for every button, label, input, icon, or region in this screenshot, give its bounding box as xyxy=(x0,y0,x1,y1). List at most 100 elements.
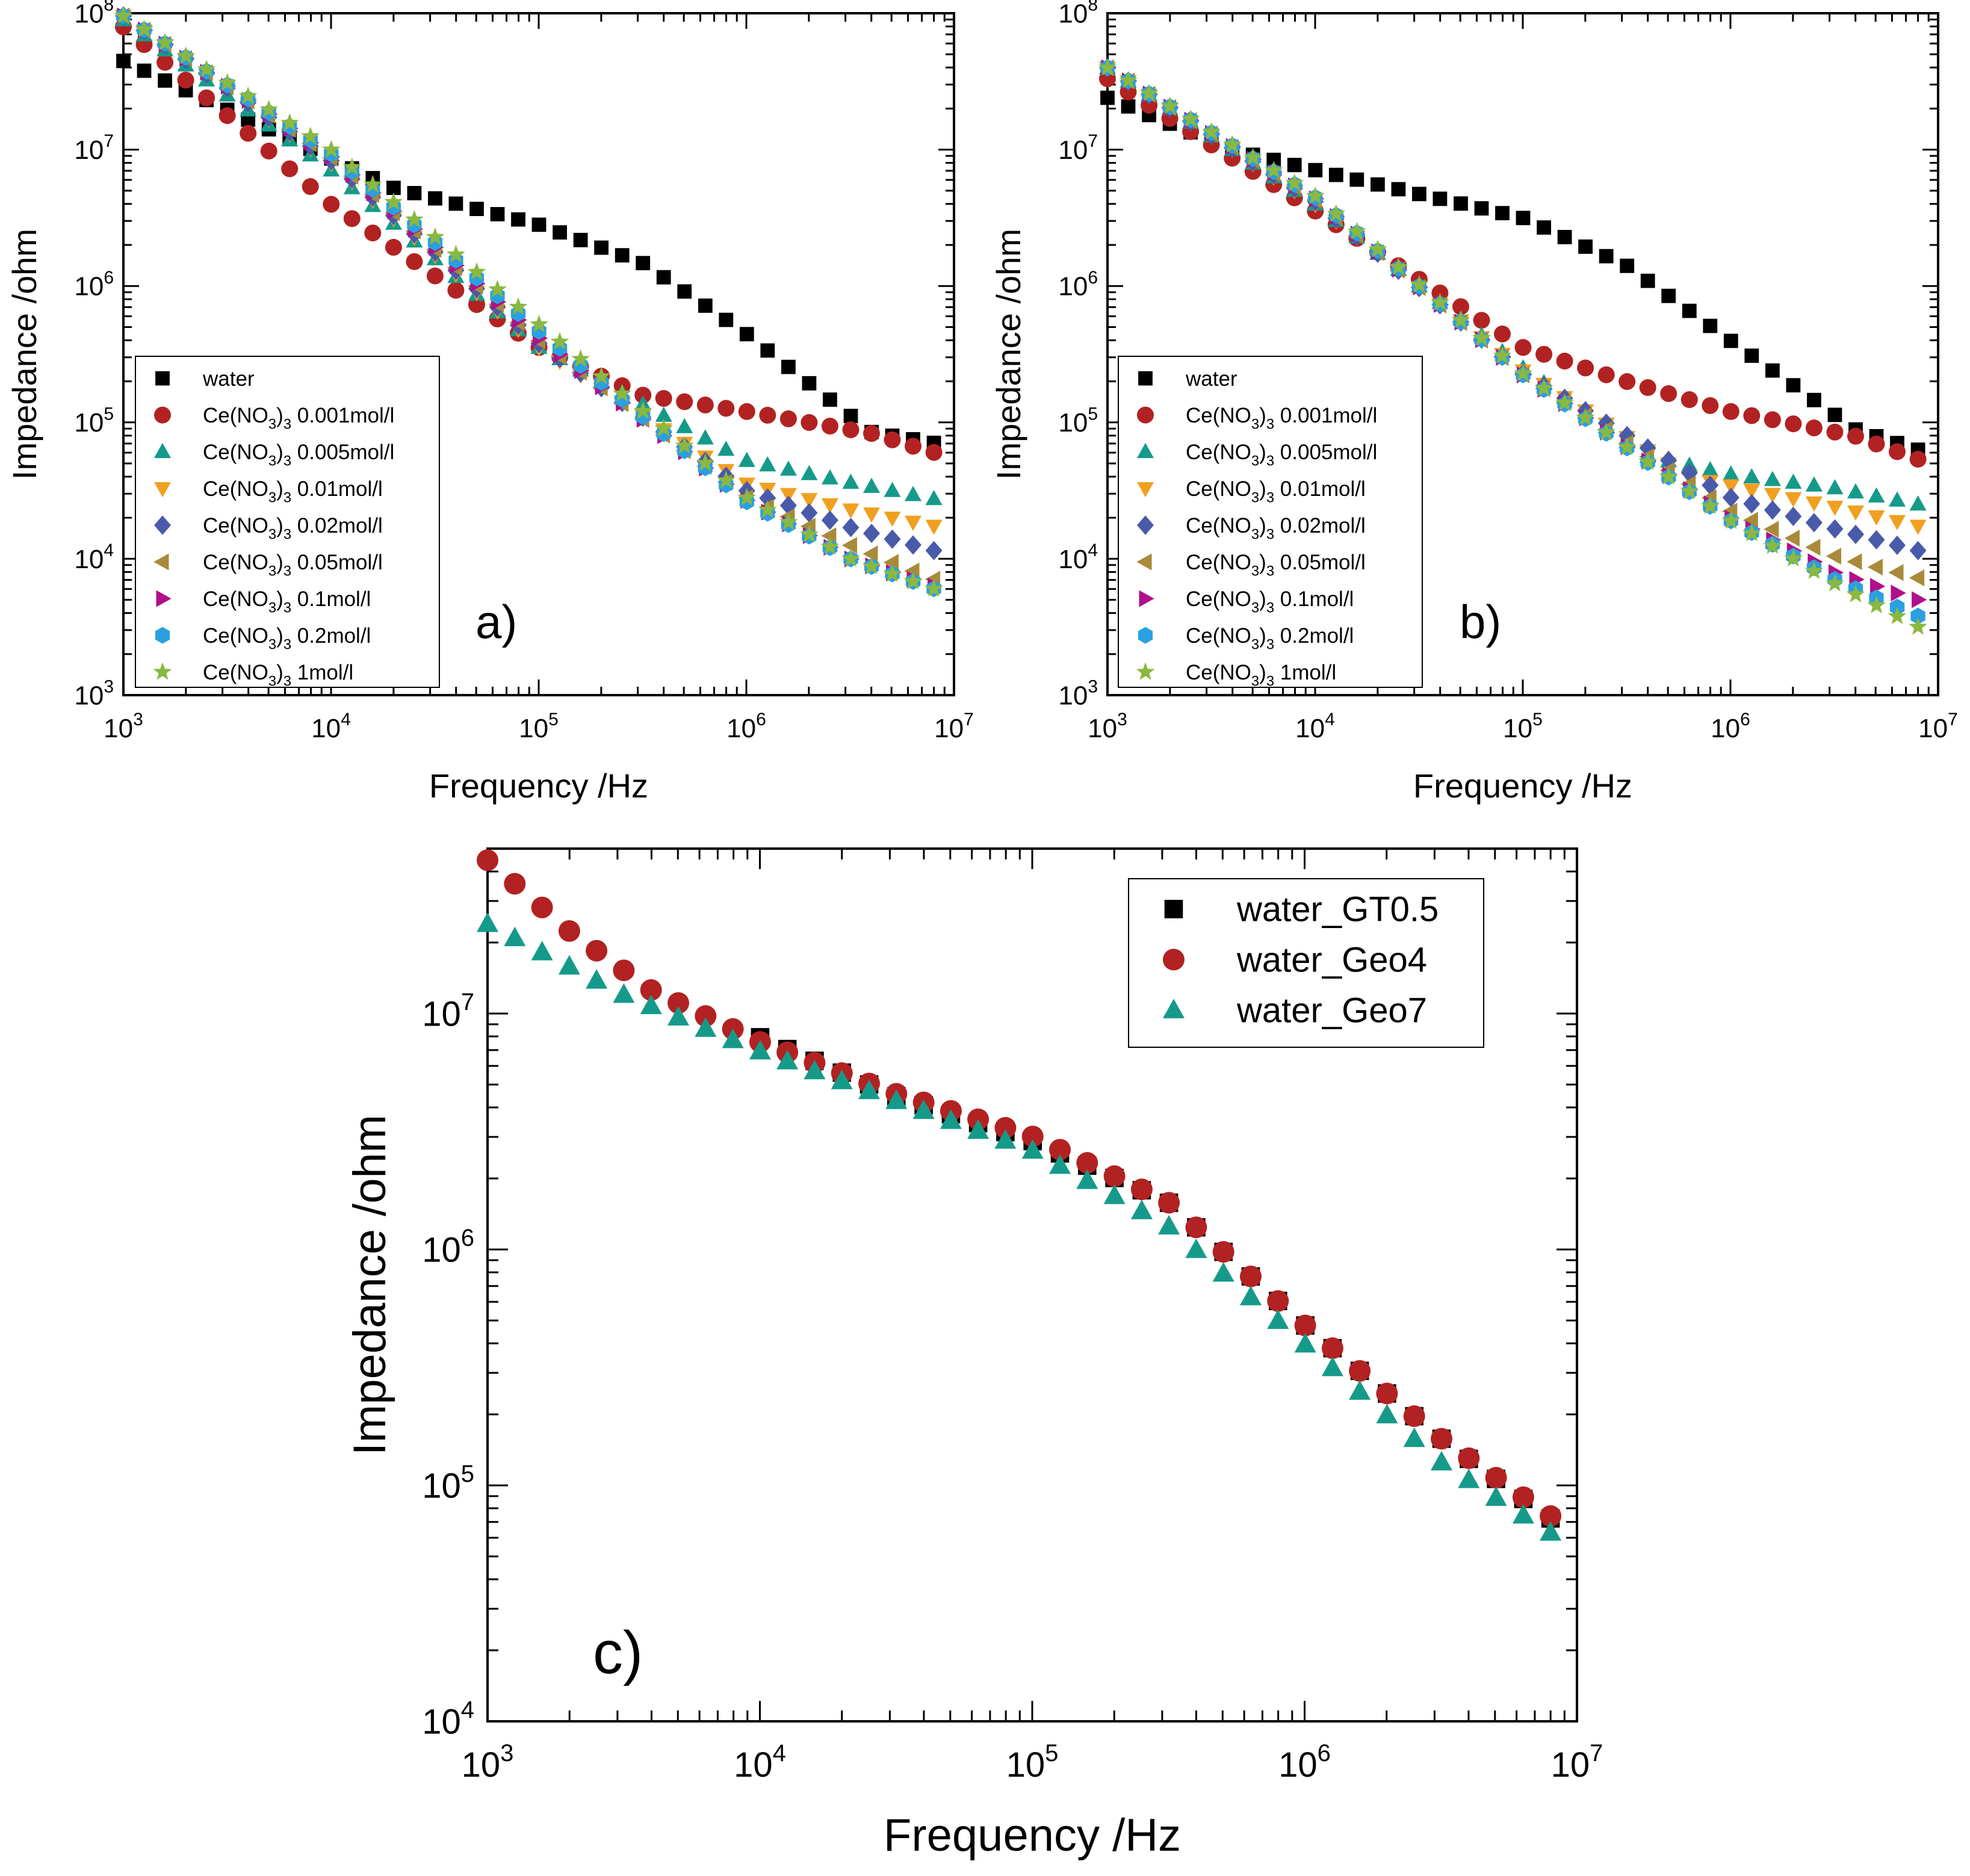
data-point xyxy=(1909,495,1927,511)
data-point xyxy=(586,940,608,962)
data-point xyxy=(1682,303,1697,318)
data-point xyxy=(364,224,382,242)
legend: water Ce(NO3)3 0.001mol/l Ce(NO3)3 0.005mo… xyxy=(1118,356,1423,689)
data-point xyxy=(675,436,694,454)
data-point xyxy=(696,453,715,471)
data-point xyxy=(885,1089,908,1109)
data-point xyxy=(1119,70,1138,88)
data-point xyxy=(1348,221,1366,240)
y-tick-label: 104 xyxy=(1058,540,1098,574)
data-point xyxy=(862,557,881,575)
legend: water Ce(NO3)3 0.001mol/l Ce(NO3)3 0.005mo… xyxy=(135,356,440,689)
data-point xyxy=(719,312,734,327)
data-point xyxy=(654,418,673,436)
data-point xyxy=(1494,325,1511,342)
y-tick-label: 104 xyxy=(74,540,114,574)
data-point xyxy=(1659,467,1678,485)
data-point xyxy=(1847,553,1862,571)
data-point xyxy=(1639,379,1656,396)
legend-label: water_Geo7 xyxy=(1236,991,1427,1030)
data-point xyxy=(884,481,901,497)
data-point xyxy=(1620,258,1635,273)
data-point xyxy=(1785,473,1802,489)
data-point xyxy=(1212,1241,1234,1263)
data-point xyxy=(1287,158,1302,173)
data-point xyxy=(967,1119,990,1139)
data-point xyxy=(615,248,630,263)
data-point xyxy=(1431,1428,1452,1450)
data-point xyxy=(1349,172,1364,187)
data-point xyxy=(749,1039,771,1060)
x-tick-label: 106 xyxy=(1711,710,1750,743)
data-point xyxy=(640,994,662,1014)
data-point xyxy=(696,429,714,445)
data-point xyxy=(1909,617,1927,635)
data-point xyxy=(1376,1382,1398,1405)
data-point xyxy=(1784,548,1803,567)
data-point xyxy=(1847,505,1864,521)
data-point xyxy=(135,19,153,37)
data-point xyxy=(779,512,798,530)
data-point xyxy=(842,518,860,537)
data-point xyxy=(676,418,693,433)
data-point xyxy=(634,386,652,404)
data-point xyxy=(447,244,465,262)
data-point xyxy=(1540,1521,1562,1541)
data-point xyxy=(801,503,818,523)
data-point xyxy=(1723,333,1738,348)
data-point xyxy=(842,503,860,519)
data-point xyxy=(821,527,837,545)
legend-label: Ce(NO3)3 0.1mol/l xyxy=(1186,587,1354,616)
data-point xyxy=(384,192,403,210)
data-point xyxy=(1868,510,1885,526)
data-point xyxy=(573,232,588,247)
data-point xyxy=(469,202,484,216)
y-tick-label: 108 xyxy=(1058,0,1098,28)
data-point xyxy=(1786,378,1801,392)
data-point xyxy=(1722,479,1739,495)
data-point xyxy=(779,410,797,427)
data-point xyxy=(1680,463,1698,483)
data-point xyxy=(1826,479,1844,495)
data-point xyxy=(511,212,525,227)
legend-marker xyxy=(1138,627,1153,644)
data-point xyxy=(558,955,580,975)
panel-label: a) xyxy=(475,595,517,648)
data-point xyxy=(1240,1286,1262,1305)
data-point xyxy=(1888,607,1907,625)
data-point xyxy=(238,86,258,104)
data-point xyxy=(1349,1360,1371,1382)
data-point xyxy=(905,515,922,531)
data-point xyxy=(176,46,195,64)
data-point xyxy=(1721,511,1741,529)
data-point xyxy=(1458,1469,1480,1488)
data-point xyxy=(820,537,840,555)
legend-marker xyxy=(153,662,172,680)
chart-panel-1: 103 104 105 106 107 103 104 105 106 107 108 Frequen… xyxy=(5,0,974,805)
data-point xyxy=(1433,191,1448,206)
data-point xyxy=(1185,1238,1207,1258)
data-point xyxy=(1535,345,1553,363)
data-point xyxy=(1702,461,1719,477)
data-point xyxy=(905,486,922,501)
data-point xyxy=(1244,147,1262,166)
data-point xyxy=(842,474,860,489)
data-point xyxy=(531,941,553,961)
data-point xyxy=(1868,435,1885,453)
data-point xyxy=(821,498,838,514)
data-point xyxy=(1512,1504,1534,1524)
data-point xyxy=(1680,481,1699,500)
data-point xyxy=(218,73,237,91)
data-point xyxy=(940,1109,962,1129)
data-point xyxy=(801,493,818,509)
data-point xyxy=(504,873,526,895)
data-point xyxy=(1827,407,1842,423)
legend-label: Ce(NO3)3 0.02mol/l xyxy=(1186,514,1366,543)
legend-label: Ce(NO3)3 0.05mol/l xyxy=(203,551,383,580)
data-point xyxy=(1267,1309,1289,1329)
legend-marker xyxy=(156,590,172,607)
x-tick-label: 106 xyxy=(1278,1740,1331,1785)
data-point xyxy=(448,196,463,211)
data-point xyxy=(1376,1404,1398,1423)
